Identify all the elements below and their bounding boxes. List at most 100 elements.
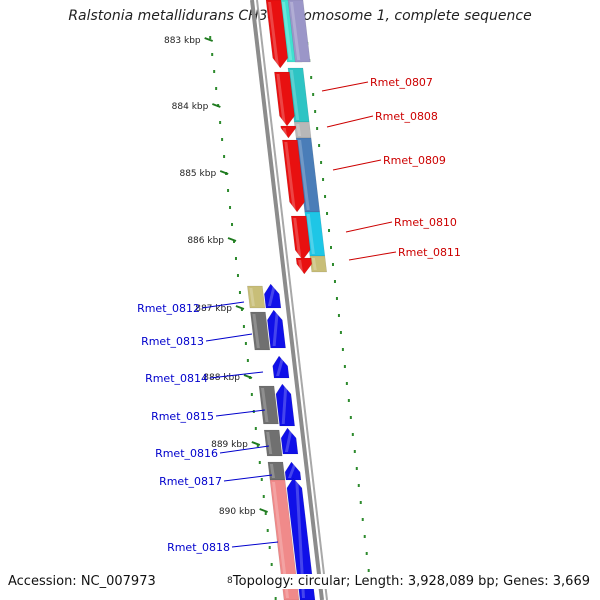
feature-rmet-0816-shade <box>266 432 273 454</box>
feature-reverse-shade <box>288 464 297 478</box>
track-dot-left <box>238 291 241 294</box>
tick-mark <box>219 170 229 175</box>
tick-label: 883 kbp <box>164 36 201 46</box>
track-dot-left <box>213 70 216 73</box>
feature-rmet-0812 <box>247 285 266 309</box>
track-dot-right <box>343 365 346 368</box>
feature-rmet-0818 <box>269 479 300 600</box>
track-dot-right <box>349 416 352 419</box>
tick-mark <box>227 237 237 242</box>
track-dot-left <box>268 546 271 549</box>
feature-rmet-0814-shade <box>276 358 285 376</box>
feature-forward <box>287 0 311 63</box>
tick-label: 887 kbp <box>195 304 232 314</box>
gene-label-forward: Rmet_0809 <box>383 154 446 167</box>
tick-label: 884 kbp <box>172 102 209 112</box>
accession-text: Accession: NC_007973 <box>8 574 156 589</box>
track-dot-left <box>258 461 261 464</box>
feature-tracks <box>247 0 328 600</box>
feature-forward-shade <box>282 128 288 136</box>
backbone-line-right <box>256 0 328 600</box>
tick-label: 886 kbp <box>187 236 224 246</box>
track-dot-right <box>318 144 321 147</box>
track-dot-left <box>223 155 226 158</box>
track-dot-right <box>316 127 319 130</box>
track-dot-left <box>215 87 218 90</box>
leader-line-reverse <box>215 409 266 417</box>
track-dot-right <box>353 450 356 453</box>
tick-mark <box>235 305 245 310</box>
track-dot-right <box>355 467 358 470</box>
track-dot-right <box>312 93 315 96</box>
feature-rmet-0813-shade <box>252 314 260 348</box>
gene-label-reverse: Rmet_0812 <box>137 302 200 315</box>
tick-label: 890 kbp <box>219 507 256 517</box>
feature-reverse <box>264 283 282 309</box>
gene-label-reverse: Rmet_0815 <box>151 410 214 423</box>
feature-rmet-0816 <box>263 429 283 457</box>
leader-line-reverse <box>219 445 270 454</box>
feature-forward-shade <box>290 2 301 60</box>
track-dot-left <box>270 563 273 566</box>
feature-rmet-0810-shade <box>306 214 315 254</box>
gene-label-reverse: Rmet_0813 <box>141 335 204 348</box>
feature-rmet-0811-shade <box>311 258 317 270</box>
feature-rmet-0818-shade <box>272 482 289 598</box>
tick-label: 885 kbp <box>179 169 216 179</box>
track-dot-right <box>333 280 336 283</box>
feature-rmet-0817-shade <box>269 464 275 478</box>
feature-reverse <box>280 427 299 455</box>
leader-line-forward <box>348 251 397 261</box>
track-dot-right <box>345 382 348 385</box>
track-dot-left <box>274 597 277 600</box>
feature-rmet-0815-shade <box>261 388 269 422</box>
tick-label: 888 kbp <box>203 373 240 383</box>
track-dot-left <box>266 529 269 532</box>
track-dot-right <box>320 161 323 164</box>
track-dot-left <box>244 342 247 345</box>
track-dot-left <box>234 257 237 260</box>
feature-forward-shade <box>298 260 303 272</box>
leader-line-reverse <box>209 371 264 379</box>
gene-label-reverse: Rmet_0818 <box>167 541 230 554</box>
track-dot-left <box>250 393 253 396</box>
feature-rmet-0808-shade <box>296 124 302 136</box>
track-dot-right <box>328 229 331 232</box>
gene-label-forward: Rmet_0808 <box>375 110 438 123</box>
feature-rmet-0807-shade <box>289 70 300 120</box>
leader-line-reverse <box>223 474 273 482</box>
track-dot-left <box>240 308 243 311</box>
track-dot-right <box>337 314 340 317</box>
feature-forward <box>265 0 289 69</box>
track-dot-left <box>256 444 259 447</box>
position-dot-tracks <box>209 36 372 600</box>
track-dot-left <box>209 36 212 39</box>
track-dot-right <box>330 246 332 249</box>
feature-reverse-shade <box>284 430 293 452</box>
track-dot-right <box>322 178 325 181</box>
track-dot-right <box>324 195 327 198</box>
track-dot-right <box>335 297 338 300</box>
track-dot-left <box>211 53 214 56</box>
tick-mark <box>259 508 268 513</box>
track-dot-right <box>314 110 317 113</box>
track-dot-left <box>246 359 249 362</box>
track-dot-left <box>242 325 245 328</box>
track-dot-left <box>227 189 230 192</box>
gene-label-forward: Rmet_0811 <box>398 246 461 259</box>
track-dot-left <box>229 206 232 209</box>
track-dot-left <box>233 240 235 243</box>
gene-label-reverse: Rmet_0814 <box>145 372 208 385</box>
tick-mark <box>243 374 253 379</box>
gene-labels: Rmet_0807 Rmet_0808 Rmet_0809 Rmet_0810 Rmet… <box>137 76 461 554</box>
track-dot-left <box>231 223 234 226</box>
feature-rmet-0811 <box>309 255 328 273</box>
leader-line-forward <box>321 81 369 92</box>
feature-rmet-0815 <box>258 385 279 425</box>
leader-line-reverse <box>205 333 253 342</box>
feature-forward <box>274 71 295 127</box>
chromosome-backbone <box>250 0 328 600</box>
leader-line-reverse <box>201 301 245 309</box>
leader-line-forward <box>332 159 382 171</box>
